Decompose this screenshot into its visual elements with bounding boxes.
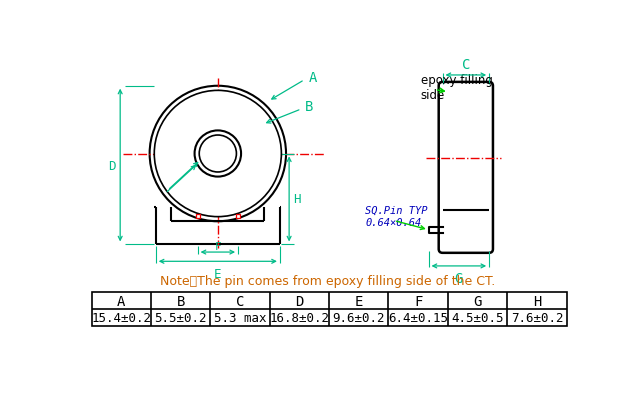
Text: 9.6±0.2: 9.6±0.2	[332, 311, 385, 324]
Text: A: A	[309, 70, 317, 84]
Bar	[236, 215, 240, 218]
Text: F: F	[215, 241, 221, 251]
Ellipse shape	[194, 131, 241, 177]
Text: 15.4±0.2: 15.4±0.2	[91, 311, 151, 324]
Text: 4.5±0.5: 4.5±0.5	[451, 311, 504, 324]
Text: 6.4±0.15: 6.4±0.15	[388, 311, 448, 324]
Text: H: H	[533, 294, 541, 308]
Text: G: G	[473, 294, 482, 308]
Text: Note：The pin comes from epoxy filling side of the CT.: Note：The pin comes from epoxy filling si…	[160, 275, 495, 288]
Ellipse shape	[154, 91, 281, 217]
Text: F: F	[414, 294, 422, 308]
Bar	[156, 208, 280, 245]
Text: B: B	[305, 99, 313, 113]
Text: H: H	[293, 193, 300, 206]
Text: SQ.Pin TYP
0.64×0.64: SQ.Pin TYP 0.64×0.64	[365, 206, 427, 227]
Bar	[91, 292, 567, 326]
Bar	[196, 215, 199, 218]
Text: epoxy filling
side: epoxy filling side	[421, 73, 493, 101]
Text: 16.8±0.2: 16.8±0.2	[270, 311, 329, 324]
Text: C: C	[461, 58, 470, 72]
FancyBboxPatch shape	[439, 83, 493, 253]
Text: C: C	[236, 294, 244, 308]
Text: 7.6±0.2: 7.6±0.2	[511, 311, 563, 324]
Text: E: E	[214, 267, 222, 280]
Text: E: E	[355, 294, 363, 308]
Text: B: B	[176, 294, 185, 308]
Ellipse shape	[150, 87, 286, 222]
Text: G: G	[455, 271, 463, 285]
Text: A: A	[117, 294, 125, 308]
Ellipse shape	[199, 136, 236, 172]
Text: 5.3 max: 5.3 max	[213, 311, 266, 324]
Text: D: D	[295, 294, 304, 308]
Text: 5.5±0.2: 5.5±0.2	[155, 311, 207, 324]
Text: D: D	[108, 159, 116, 172]
